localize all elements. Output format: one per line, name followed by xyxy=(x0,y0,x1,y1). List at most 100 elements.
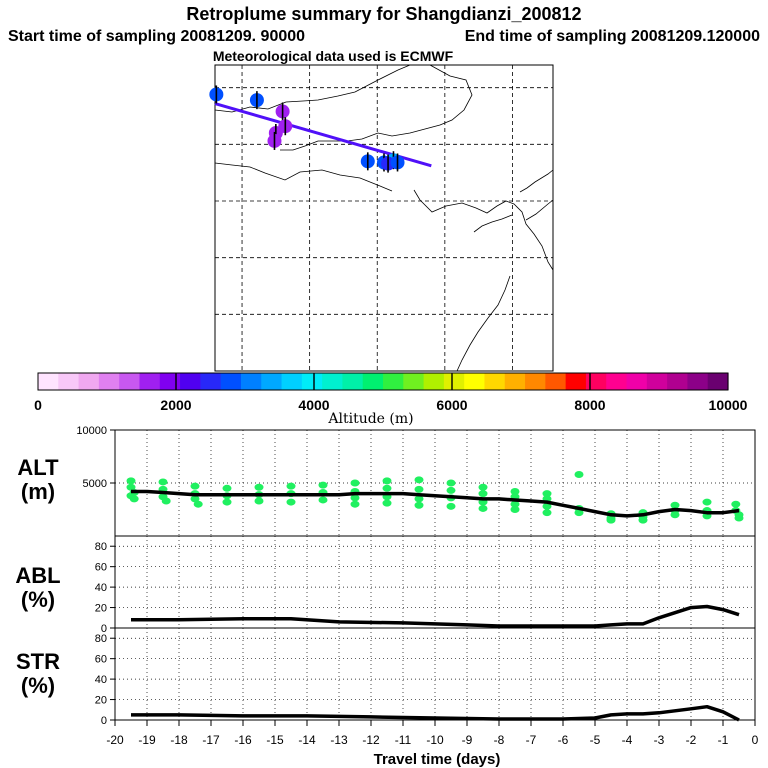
coastline xyxy=(214,64,554,372)
xtick-14: -6 xyxy=(558,733,569,747)
alt-scatter-36 xyxy=(414,501,424,509)
colorbar-cell-32 xyxy=(687,373,709,390)
colorbar-cell-0 xyxy=(38,373,59,390)
xtick-19: -1 xyxy=(718,733,729,747)
xtick-18: -2 xyxy=(686,733,697,747)
colorbar-cell-9 xyxy=(220,373,242,390)
colorbar-cell-26 xyxy=(565,373,587,390)
alt-scatter-58 xyxy=(606,516,616,524)
map-grid xyxy=(215,65,553,371)
alt-scatter-1 xyxy=(126,483,136,491)
colorbar-tick-4: 8000 xyxy=(574,397,605,413)
alt-scatter-24 xyxy=(318,496,328,504)
colorbar-cell-15 xyxy=(342,373,364,390)
abl-panel-frame xyxy=(114,535,756,629)
xtick-11: -9 xyxy=(462,733,473,747)
abl-ytick-4: 80 xyxy=(95,541,107,553)
border-korea xyxy=(525,199,554,221)
alt-scatter-13 xyxy=(222,484,232,492)
alt-scatter-62 xyxy=(670,501,680,509)
trajectory-points xyxy=(209,85,405,173)
timeseries-marks xyxy=(126,471,744,722)
chart-title: Retroplume summary for Shangdianzi_20081… xyxy=(186,4,581,24)
alt-scatter-21 xyxy=(286,498,296,506)
colorbar-cell-1 xyxy=(58,373,80,390)
colorbar-tick-2: 4000 xyxy=(298,397,329,413)
alt-scatter-41 xyxy=(478,483,488,491)
colorbar-cell-18 xyxy=(403,373,425,390)
colorbar-cell-14 xyxy=(322,373,344,390)
alt-scatter-64 xyxy=(670,511,680,519)
xtick-2: -18 xyxy=(170,733,188,747)
alt-scatter-30 xyxy=(382,484,392,492)
xtick-1: -19 xyxy=(138,733,156,747)
alt-scatter-35 xyxy=(414,495,424,503)
str-ytick-1: 20 xyxy=(95,695,107,707)
colorbar-cell-17 xyxy=(383,373,404,390)
alt-scatter-51 xyxy=(542,502,552,510)
str-panel-title: STR xyxy=(16,649,60,674)
end-time-label: End time of sampling 20081209.120000 xyxy=(465,28,760,45)
xtick-15: -5 xyxy=(590,733,601,747)
alt-scatter-42 xyxy=(478,490,488,498)
alt-ytick-0: 5000 xyxy=(83,478,107,490)
alt-scatter-33 xyxy=(414,476,424,484)
xtick-13: -7 xyxy=(526,733,537,747)
colorbar-frame xyxy=(37,372,729,391)
xtick-5: -15 xyxy=(266,733,284,747)
alt-scatter-9 xyxy=(190,482,200,490)
alt-scatter-4 xyxy=(129,495,139,503)
str-ytick-0: 0 xyxy=(101,715,107,727)
alt-scatter-52 xyxy=(542,509,552,517)
alt-ytick-1: 10000 xyxy=(76,425,107,437)
alt-scatter-47 xyxy=(510,500,520,508)
colorbar-tick-0: 0 xyxy=(34,397,42,413)
xtick-0: -20 xyxy=(106,733,124,747)
alt-scatter-0 xyxy=(126,477,136,485)
alt-scatter-12 xyxy=(193,500,203,508)
str-ytick-2: 40 xyxy=(95,674,107,686)
met-data-label: Meteorological data used is ECMWF xyxy=(213,48,454,64)
xtick-17: -3 xyxy=(654,733,665,747)
x-axis-label: Travel time (days) xyxy=(374,751,501,768)
alt-scatter-18 xyxy=(254,497,264,505)
colorbar-cell-19 xyxy=(423,373,445,390)
colorbar-cell-3 xyxy=(98,373,120,390)
coast-bohai xyxy=(519,169,554,193)
alt-scatter-45 xyxy=(510,487,520,495)
border-west xyxy=(214,162,393,192)
alt-scatter-29 xyxy=(382,477,392,485)
coast-shandong xyxy=(473,214,513,233)
colorbar-cell-31 xyxy=(667,373,689,390)
xtick-12: -8 xyxy=(494,733,505,747)
colorbar-label: Altitude (m) xyxy=(327,411,413,427)
alt-scatter-27 xyxy=(350,494,360,502)
colorbar-cell-16 xyxy=(362,373,384,390)
alt-scatter-5 xyxy=(158,478,168,486)
colorbar-cell-10 xyxy=(240,373,262,390)
colorbar-cell-27 xyxy=(585,373,607,390)
colorbar-cell-24 xyxy=(525,373,546,390)
abl-line xyxy=(131,604,740,628)
colorbar-cell-7 xyxy=(180,373,201,390)
colorbar-cell-28 xyxy=(606,373,628,390)
border-mongolia xyxy=(214,64,411,113)
colorbar-cell-12 xyxy=(281,373,303,390)
coast-south xyxy=(456,275,511,372)
colorbar-cell-29 xyxy=(626,373,648,390)
abl-panel-unit: (%) xyxy=(21,587,55,612)
colorbar-cell-21 xyxy=(464,373,486,390)
alt-scatter-32 xyxy=(382,499,392,507)
abl-ytick-2: 40 xyxy=(95,582,107,594)
alt-panel-unit: (m) xyxy=(21,479,55,504)
alt-scatter-11 xyxy=(190,495,200,503)
alt-scatter-71 xyxy=(734,514,744,522)
str-ytick-3: 60 xyxy=(95,654,107,666)
alt-line xyxy=(131,489,740,518)
xtick-9: -11 xyxy=(395,733,412,747)
colorbar-cell-25 xyxy=(545,373,567,390)
altitude-colorbar: 0 2000 4000 6000 8000 10000 Altitude (m) xyxy=(34,372,748,427)
abl-ytick-1: 20 xyxy=(95,603,107,615)
